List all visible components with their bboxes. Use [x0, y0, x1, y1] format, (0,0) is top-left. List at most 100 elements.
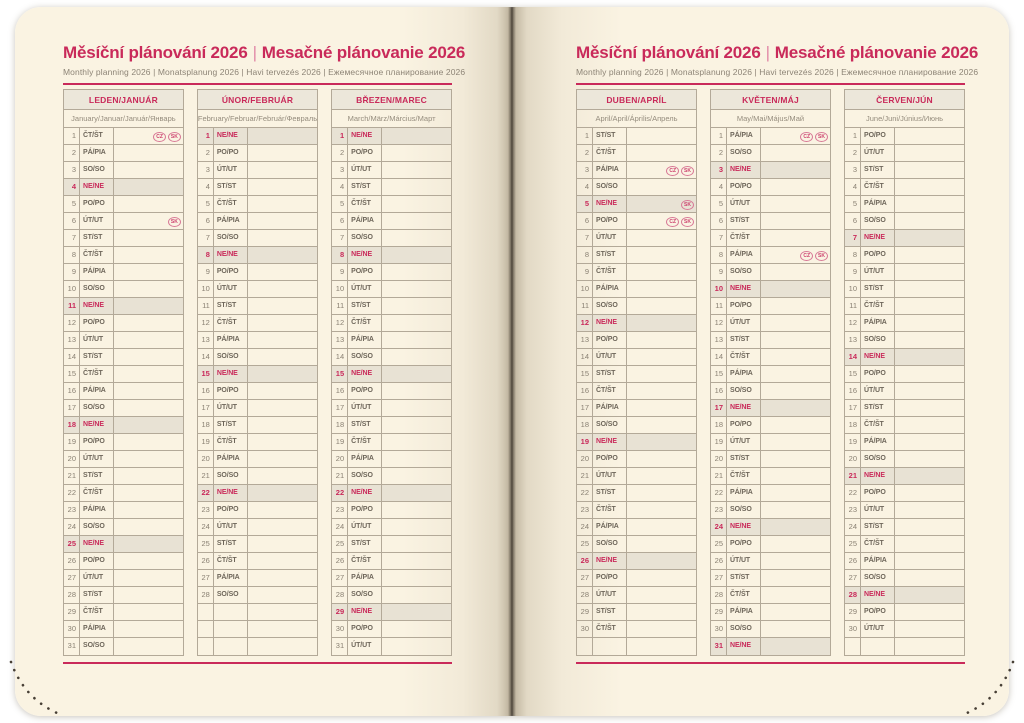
day-of-week-label: ST/ST: [80, 468, 114, 484]
day-of-week-label: PO/PO: [214, 145, 248, 161]
day-number: 18: [845, 417, 861, 433]
day-of-week-label: ST/ST: [593, 128, 627, 144]
notes-cell: [627, 604, 696, 620]
day-number: 2: [198, 145, 214, 161]
day-row: 26 ÚT/UT: [711, 553, 830, 570]
day-of-week-label: ČT/ŠT: [80, 247, 114, 263]
notes-cell: SK: [627, 196, 696, 212]
day-number: 20: [577, 451, 593, 467]
notes-cell: [627, 400, 696, 416]
day-of-week-label: ÚT/UT: [727, 434, 761, 450]
day-of-week-label: ČT/ŠT: [214, 196, 248, 212]
notes-cell: [114, 145, 183, 161]
day-row: 13 PO/PO: [577, 332, 696, 349]
notes-cell: [627, 570, 696, 586]
holiday-badge-cz-icon: CZ: [666, 166, 680, 176]
day-number: 1: [332, 128, 349, 144]
notes-cell: [382, 451, 451, 467]
day-row: 16 ÚT/UT: [845, 383, 964, 400]
top-divider-rule: [576, 83, 965, 85]
notes-cell: [761, 417, 830, 433]
notes-cell: [382, 587, 451, 603]
day-row: 29 PÁ/PIA: [711, 604, 830, 621]
day-of-week-label: SO/SO: [861, 213, 895, 229]
notes-cell: [114, 332, 183, 348]
day-row: 19 ÚT/UT: [711, 434, 830, 451]
day-row: 4 SO/SO: [577, 179, 696, 196]
day-number: 5: [64, 196, 80, 212]
day-of-week-label: NE/NE: [861, 349, 895, 365]
notes-cell: [895, 502, 964, 518]
day-of-week-label: ST/ST: [593, 247, 627, 263]
day-row: 25 NE/NE: [64, 536, 183, 553]
day-row: 16 ČT/ŠT: [577, 383, 696, 400]
day-row: 24 NE/NE: [711, 519, 830, 536]
day-of-week-label: SO/SO: [727, 621, 761, 637]
day-of-week-label: NE/NE: [727, 638, 761, 655]
day-number: 17: [845, 400, 861, 416]
notes-cell: [248, 570, 317, 586]
notes-cell: [248, 468, 317, 484]
day-of-week-label: ST/ST: [214, 298, 248, 314]
day-of-week-label: PO/PO: [727, 417, 761, 433]
day-of-week-label: ČT/ŠT: [593, 145, 627, 161]
day-number: 17: [198, 400, 214, 416]
day-of-week-label: ÚT/UT: [348, 162, 383, 178]
day-of-week-label: ČT/ŠT: [593, 383, 627, 399]
day-number: 11: [577, 298, 593, 314]
notes-cell: [895, 332, 964, 348]
day-row: 11 ST/ST: [332, 298, 451, 315]
day-row: 10 ÚT/UT: [332, 281, 451, 298]
day-of-week-label: PÁ/PIA: [348, 332, 383, 348]
day-number: 13: [64, 332, 80, 348]
holiday-badge-sk-icon: SK: [167, 132, 181, 142]
month-header: ČERVEN/JÚN: [845, 90, 964, 110]
notes-cell: [627, 264, 696, 280]
day-number: 16: [577, 383, 593, 399]
notes-cell: [895, 366, 964, 382]
notes-cell: [761, 468, 830, 484]
day-number: [577, 638, 593, 655]
day-row: 20 ST/ST: [711, 451, 830, 468]
day-number: 2: [64, 145, 80, 161]
day-number: 6: [332, 213, 349, 229]
day-number: 1: [64, 128, 80, 144]
day-row: 20 PO/PO: [577, 451, 696, 468]
notes-cell: [895, 162, 964, 178]
day-row: 7 ST/ST: [64, 230, 183, 247]
notes-cell: [895, 247, 964, 263]
day-number: 2: [845, 145, 861, 161]
day-row: 26 NE/NE: [577, 553, 696, 570]
day-number: 23: [845, 502, 861, 518]
day-of-week-label: ÚT/UT: [861, 264, 895, 280]
day-of-week-label: SO/SO: [593, 179, 627, 195]
day-row: 28 ÚT/UT: [577, 587, 696, 604]
notes-cell: [248, 417, 317, 433]
day-of-week-label: [214, 638, 248, 655]
day-number: 7: [577, 230, 593, 246]
notes-cell: [382, 281, 451, 297]
day-row: 8 NE/NE: [332, 247, 451, 264]
day-of-week-label: PO/PO: [80, 434, 114, 450]
day-number: 24: [64, 519, 80, 535]
day-number: 30: [845, 621, 861, 637]
day-row: 11 PO/PO: [711, 298, 830, 315]
day-of-week-label: ÚT/UT: [593, 468, 627, 484]
day-number: 25: [64, 536, 80, 552]
notes-cell: [895, 468, 964, 484]
day-row: 13 ÚT/UT: [64, 332, 183, 349]
day-row: 29 ČT/ŠT: [64, 604, 183, 621]
day-number: 28: [198, 587, 214, 603]
day-of-week-label: SO/SO: [593, 536, 627, 552]
notes-cell: [761, 536, 830, 552]
day-of-week-label: PO/PO: [80, 196, 114, 212]
day-number: 11: [332, 298, 349, 314]
notes-cell: [248, 366, 317, 382]
day-number: 21: [845, 468, 861, 484]
notes-cell: [248, 502, 317, 518]
day-number: 8: [577, 247, 593, 263]
day-row: 10 ÚT/UT: [197, 281, 318, 298]
day-of-week-label: ST/ST: [593, 366, 627, 382]
notes-cell: [248, 638, 317, 655]
day-number: 12: [845, 315, 861, 331]
